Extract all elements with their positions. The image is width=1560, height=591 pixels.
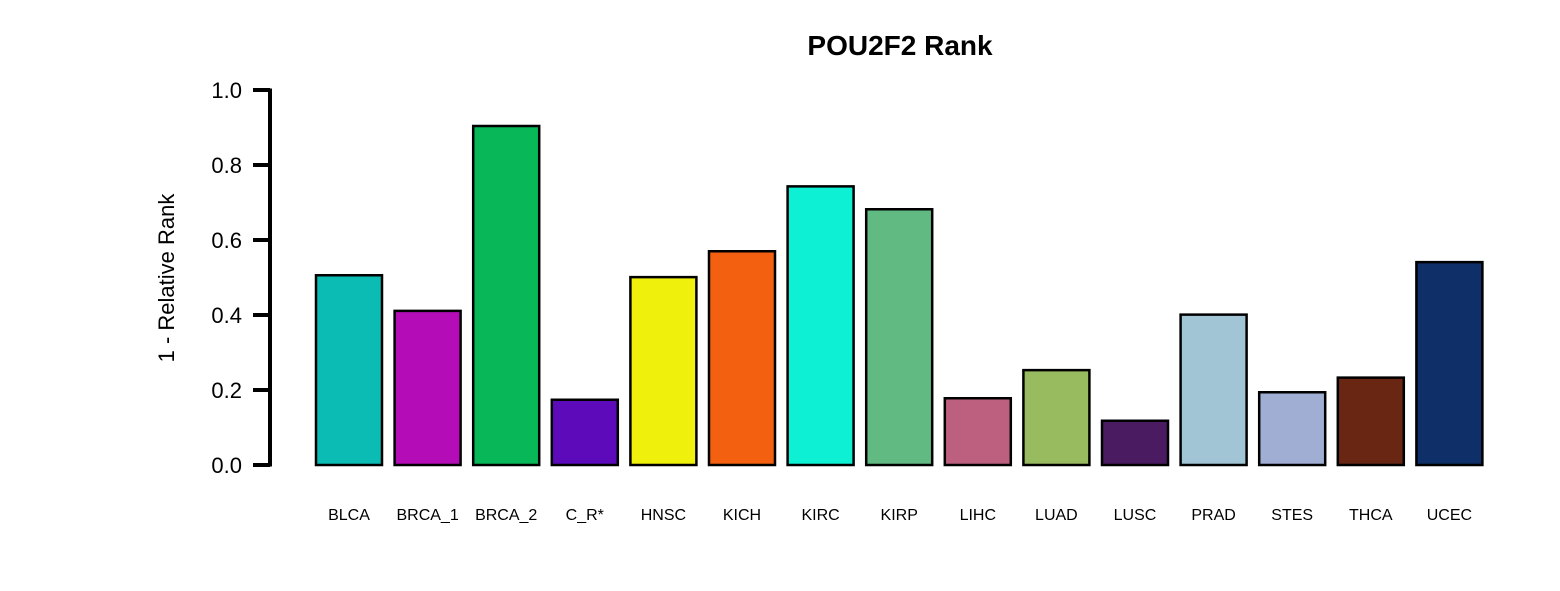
bar-hnsc xyxy=(629,275,698,467)
x-tick-label: UCEC xyxy=(1427,507,1472,524)
y-tick-label: 1.0 xyxy=(211,78,242,103)
bar-blca xyxy=(314,274,384,467)
bar-lihc xyxy=(943,397,1013,467)
x-tick-label: KIRP xyxy=(881,507,918,524)
x-tick-label: STES xyxy=(1271,507,1313,524)
x-tick-label: BLCA xyxy=(328,507,370,524)
bar-c-r xyxy=(550,398,620,467)
x-tick-label: LUSC xyxy=(1114,507,1157,524)
bar-lusc xyxy=(1100,419,1170,467)
bar-kirp xyxy=(864,208,934,467)
y-axis: 0.0 0.2 0.4 0.6 0.8 1.0 xyxy=(211,78,272,478)
y-axis-label: 1 - Relative Rank xyxy=(154,193,179,363)
y-tick-label: 0.6 xyxy=(211,228,242,253)
bar-brca-2 xyxy=(471,124,541,467)
y-tick-label: 0.8 xyxy=(211,153,242,178)
bar-ucec xyxy=(1415,260,1484,467)
bar-brca-1 xyxy=(393,309,462,467)
bar-prad xyxy=(1179,313,1248,467)
bar-kich xyxy=(707,250,777,467)
x-tick-label: KIRC xyxy=(801,507,839,524)
x-tick-label: C_R* xyxy=(566,507,604,524)
x-tick-label: LUAD xyxy=(1035,507,1078,524)
bar-thca xyxy=(1336,376,1406,467)
x-axis-labels: BLCA BRCA_1 BRCA_2 C_R* HNSC KICH KIRC KIRP LIHC… xyxy=(328,507,1472,524)
x-tick-label: THCA xyxy=(1349,507,1393,524)
y-tick-label: 0.0 xyxy=(211,453,242,478)
x-tick-label: HNSC xyxy=(641,507,686,524)
y-tick-label: 0.4 xyxy=(211,303,242,328)
bar-stes xyxy=(1257,391,1327,467)
chart-title: POU2F2 Rank xyxy=(807,30,993,61)
y-tick-label: 0.2 xyxy=(211,378,242,403)
bar-kirc xyxy=(786,185,855,467)
bar-luad xyxy=(1022,368,1091,467)
x-tick-label: PRAD xyxy=(1191,507,1235,524)
x-tick-label: LIHC xyxy=(960,507,996,524)
x-tick-label: BRCA_2 xyxy=(475,507,537,524)
x-tick-label: KICH xyxy=(723,507,761,524)
x-tick-label: BRCA_1 xyxy=(396,507,458,524)
bar-series xyxy=(314,124,1484,467)
